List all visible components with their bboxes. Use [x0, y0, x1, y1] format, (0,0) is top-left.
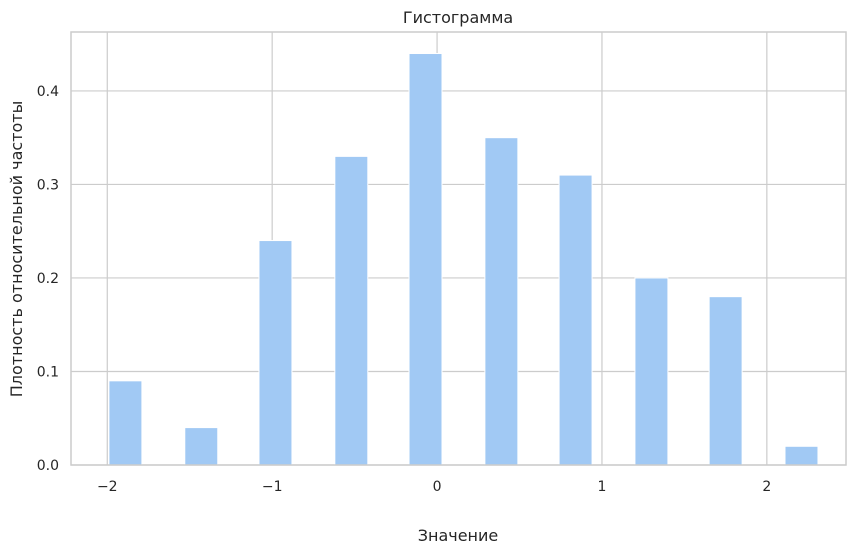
y-tick-label: 0.1: [37, 364, 59, 380]
histogram-bar: [484, 137, 519, 466]
x-tick-label: 0: [433, 479, 442, 495]
x-axis-title: Значение: [418, 526, 499, 545]
chart-title: Гистограмма: [403, 8, 513, 27]
bars: [108, 53, 819, 466]
histogram-bar: [184, 427, 219, 466]
y-tick-label: 0.2: [37, 271, 59, 287]
histogram-bar: [108, 380, 143, 466]
y-tick-label: 0.4: [37, 84, 59, 100]
histogram-bar: [258, 240, 293, 466]
histogram-bar: [408, 53, 443, 466]
x-tick-label: 2: [762, 479, 771, 495]
x-tick-label: −2: [97, 479, 118, 495]
y-tick-label: 0.0: [37, 458, 59, 474]
plot-frame: [70, 31, 847, 466]
x-tick-label: 1: [597, 479, 606, 495]
histogram-bar: [334, 155, 369, 466]
histogram-bar: [708, 296, 743, 466]
y-tick-label: 0.3: [37, 177, 59, 193]
histogram-bar: [784, 445, 819, 466]
y-tick-labels: 0.0 0.1 0.2 0.3 0.4: [37, 84, 59, 474]
y-axis-title: Плотность относительной частоты: [7, 101, 26, 397]
x-tick-labels: −2 −1 0 1 2: [97, 479, 771, 495]
x-tick-label: −1: [262, 479, 283, 495]
histogram-bar: [558, 174, 593, 466]
histogram-bar: [634, 277, 669, 466]
